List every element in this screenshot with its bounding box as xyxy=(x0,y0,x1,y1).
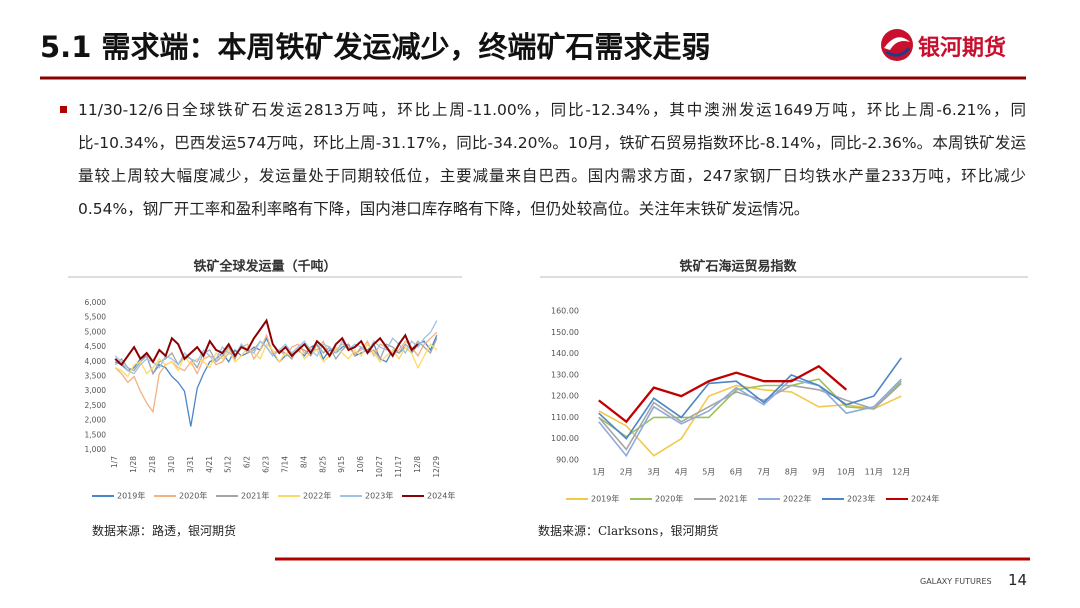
series-line xyxy=(114,331,438,414)
y-tick-label: 1,000 xyxy=(85,445,107,454)
x-tick-label: 11月 xyxy=(865,468,883,477)
x-tick-label: 12/29 xyxy=(432,456,441,478)
y-tick-label: 100.00 xyxy=(551,434,579,443)
x-tick-label: 6/23 xyxy=(262,456,271,473)
x-tick-label: 4/21 xyxy=(205,456,214,473)
slide-title: 5.1 需求端：本周铁矿发运减少，终端矿石需求走弱 xyxy=(40,30,711,64)
legend-label: 2022年 xyxy=(303,491,331,501)
x-tick-label: 2月 xyxy=(620,468,633,477)
x-tick-label: 10/27 xyxy=(375,456,384,478)
page-number: 14 xyxy=(1008,571,1028,589)
x-tick-label: 1/7 xyxy=(110,456,119,468)
legend-label: 2023年 xyxy=(365,491,393,501)
y-tick-label: 160.00 xyxy=(551,307,579,316)
y-tick-label: 3,000 xyxy=(85,386,107,395)
x-tick-label: 3/10 xyxy=(167,456,176,473)
legend-label: 2020年 xyxy=(655,494,683,504)
legend-label: 2021年 xyxy=(719,494,747,504)
series-line xyxy=(114,318,419,367)
source-note: 数据来源：路透，银河期货 xyxy=(92,524,237,538)
series-line xyxy=(598,378,902,458)
y-tick-label: 120.00 xyxy=(551,392,579,401)
x-tick-label: 11/17 xyxy=(394,456,403,478)
y-tick-label: 4,500 xyxy=(85,342,107,351)
series-line xyxy=(114,342,438,378)
x-tick-label: 4月 xyxy=(675,468,688,477)
source-note: 数据来源：Clarksons，银河期货 xyxy=(538,524,719,538)
legend-label: 2024年 xyxy=(427,491,455,501)
legend-label: 2022年 xyxy=(783,494,811,504)
x-tick-label: 9/15 xyxy=(337,456,346,473)
y-tick-label: 5,000 xyxy=(85,327,107,336)
y-tick-label: 4,000 xyxy=(85,357,107,366)
legend-label: 2020年 xyxy=(179,491,207,501)
x-tick-label: 9月 xyxy=(812,468,825,477)
x-tick-label: 7/14 xyxy=(280,456,289,473)
y-tick-label: 6,000 xyxy=(85,298,107,307)
chart-title: 铁矿全球发运量（千吨） xyxy=(192,259,336,275)
x-tick-label: 6月 xyxy=(730,468,743,477)
series-line xyxy=(598,364,848,424)
y-tick-label: 140.00 xyxy=(551,349,579,358)
x-tick-label: 8月 xyxy=(785,468,798,477)
legend-label: 2019年 xyxy=(591,494,619,504)
x-tick-label: 2/18 xyxy=(148,456,157,473)
x-tick-label: 3/31 xyxy=(186,456,195,473)
y-tick-label: 5,500 xyxy=(85,313,107,322)
x-tick-label: 6/2 xyxy=(243,456,252,468)
x-tick-label: 10月 xyxy=(837,468,855,477)
series-line xyxy=(114,320,438,375)
x-tick-label: 5/12 xyxy=(224,456,233,473)
logo-swirl xyxy=(884,37,910,50)
y-tick-label: 150.00 xyxy=(551,328,579,337)
x-tick-label: 1/28 xyxy=(129,456,138,473)
series-line xyxy=(598,357,902,440)
y-tick-label: 2,500 xyxy=(85,401,107,410)
y-tick-label: 1,500 xyxy=(85,430,107,439)
y-tick-label: 90.00 xyxy=(556,456,579,465)
x-tick-label: 8/4 xyxy=(299,456,308,468)
x-tick-label: 10/6 xyxy=(356,456,365,473)
x-tick-label: 8/25 xyxy=(318,456,327,473)
y-tick-label: 2,000 xyxy=(85,416,107,425)
y-tick-label: 3,500 xyxy=(85,372,107,381)
chart-title: 铁矿石海运贸易指数 xyxy=(678,259,797,275)
logo-text: 银河期货 xyxy=(918,36,1007,61)
series-line xyxy=(598,378,902,438)
x-tick-label: 3月 xyxy=(647,468,660,477)
x-tick-label: 7月 xyxy=(757,468,770,477)
legend-label: 2021年 xyxy=(241,491,269,501)
x-tick-label: 12月 xyxy=(892,468,910,477)
x-tick-label: 12/8 xyxy=(413,456,422,473)
y-tick-label: 130.00 xyxy=(551,370,579,379)
logo-swirl xyxy=(885,47,911,57)
legend-label: 2023年 xyxy=(847,494,875,504)
bullet-text: 11/30-12/6日全球铁矿石发运2813万吨，环比上周-11.00%，同比-… xyxy=(60,94,1026,226)
footer-brand: GALAXY FUTURES xyxy=(920,577,992,586)
x-tick-label: 5月 xyxy=(702,468,715,477)
legend-label: 2019年 xyxy=(117,491,145,501)
legend-label: 2024年 xyxy=(911,494,939,504)
series-line xyxy=(114,335,438,427)
y-tick-label: 110.00 xyxy=(551,413,579,422)
x-tick-label: 1月 xyxy=(592,468,605,477)
series-line xyxy=(598,382,902,451)
